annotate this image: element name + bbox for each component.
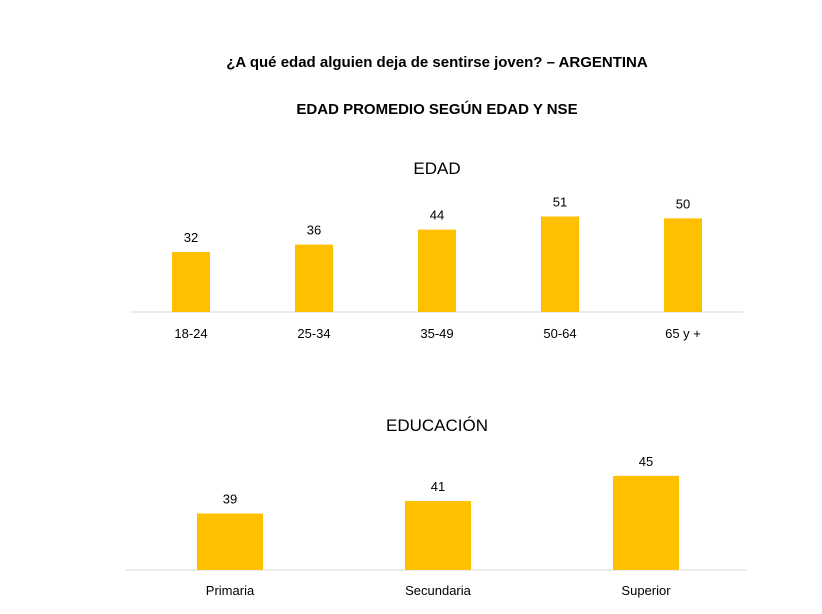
bar-18-24 — [172, 252, 210, 312]
value-label: 32 — [184, 230, 198, 245]
main-title: ¿A qué edad alguien deja de sentirse jov… — [226, 54, 648, 71]
value-label: 36 — [307, 223, 321, 238]
category-label: 50-64 — [543, 326, 576, 341]
value-label: 44 — [430, 208, 444, 223]
bar-50-64 — [541, 216, 579, 312]
bar-35-49 — [418, 229, 456, 312]
chart-title: EDAD — [413, 159, 460, 178]
category-label: 25-34 — [297, 326, 330, 341]
bar-25-34 — [295, 244, 333, 312]
category-label: 65 y + — [665, 326, 701, 341]
value-label: 51 — [553, 194, 567, 209]
category-label: 18-24 — [174, 326, 207, 341]
category-label: 35-49 — [420, 326, 453, 341]
bar-65-y- — [664, 218, 702, 312]
subtitle: EDAD PROMEDIO SEGÚN EDAD Y NSE — [296, 101, 578, 118]
value-label: 50 — [676, 196, 690, 211]
